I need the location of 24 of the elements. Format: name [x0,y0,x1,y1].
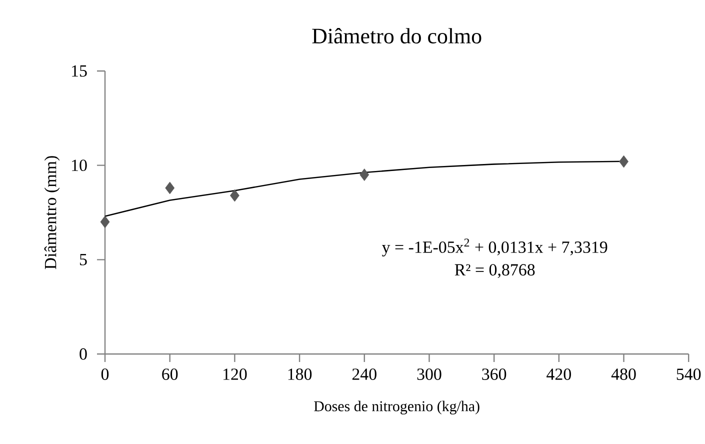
y-axis-title: Diâmentro (mm) [44,156,60,270]
chart-title: Diâmetro do colmo [312,28,482,44]
annotation: y = -1E-05x$^{2}$ + 0,0131x + 7,3319 [382,238,608,256]
annotation: R² = 0,8768 [454,264,535,278]
x-tick-label: 360 [482,368,506,380]
point [100,216,110,228]
x-tick-label: 420 [546,368,571,380]
y-tick-label: 0 [80,348,87,360]
point [619,155,628,168]
point [360,168,370,181]
x-tick-label: 180 [288,368,312,380]
x-tick-label: 540 [676,368,701,380]
x-tick-label: 480 [611,368,636,380]
x-tick-label: 60 [162,368,178,380]
y-tick-label: 5 [80,254,87,266]
y-tick-label: 10 [72,160,87,172]
x-tick-label: 300 [417,368,442,380]
x-axis-title: Doses de nitrogenio (kg/ha) [314,400,480,414]
y-tick-label: 15 [72,65,87,77]
x-tick-label: 0 [101,368,109,380]
x-tick-label: 240 [352,368,376,380]
x-tick-label: 120 [223,368,247,380]
point [230,189,240,202]
point [165,182,175,194]
